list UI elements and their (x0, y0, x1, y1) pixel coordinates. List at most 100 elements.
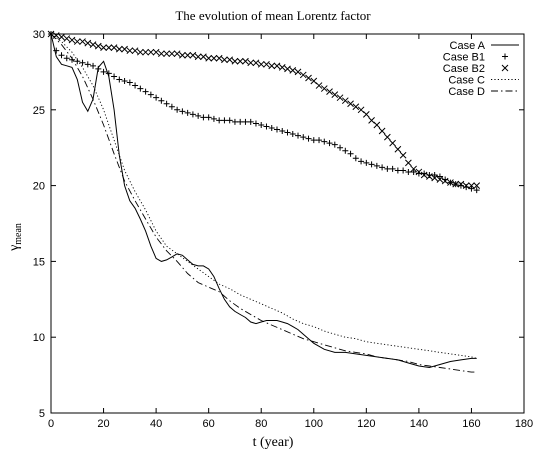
series-4 (50, 33, 477, 359)
data-point (142, 88, 149, 95)
data-point (347, 150, 354, 157)
data-point (321, 138, 328, 145)
x-tick-label: 0 (48, 418, 54, 430)
data-point (457, 180, 465, 188)
x-axis-label: t (year) (253, 435, 294, 450)
data-point (147, 91, 154, 98)
data-point (289, 67, 297, 74)
data-point (63, 55, 70, 62)
data-point (216, 117, 223, 124)
data-point (352, 103, 360, 111)
data-point (200, 114, 207, 121)
data-point (247, 118, 254, 125)
data-point (315, 82, 323, 89)
data-point (111, 73, 118, 80)
data-point (473, 187, 480, 194)
data-point (384, 133, 391, 141)
data-point (237, 118, 244, 125)
data-point (310, 77, 318, 85)
series-layer (47, 30, 481, 373)
y-axis-label: γmean (7, 223, 24, 252)
legend-marker (501, 64, 509, 72)
series-line (50, 33, 477, 369)
data-point (179, 51, 186, 59)
series-1 (50, 33, 477, 369)
data-point (431, 171, 438, 178)
x-tick-label: 160 (462, 418, 480, 430)
data-point (152, 48, 160, 56)
y-tick-label: 5 (39, 408, 45, 420)
x-tick-label: 100 (305, 418, 323, 430)
legend-entry: Case A (450, 40, 519, 52)
y-tick-label: 30 (33, 29, 45, 41)
data-point (263, 60, 270, 68)
data-point (368, 161, 375, 168)
data-point (115, 45, 123, 53)
data-point (389, 165, 396, 172)
data-point (284, 65, 291, 73)
x-tick-label: 140 (410, 418, 428, 430)
legend-entry: Case B2 (443, 63, 509, 75)
legend-entry: Case C (448, 75, 519, 87)
data-point (100, 68, 107, 75)
data-point (184, 51, 191, 59)
data-point (73, 38, 81, 45)
data-point (100, 44, 107, 51)
data-point (284, 129, 291, 136)
data-point (273, 62, 281, 70)
data-point (300, 134, 307, 141)
data-point (221, 117, 228, 124)
series-3 (47, 30, 481, 189)
data-point (58, 33, 65, 41)
data-point (394, 167, 401, 174)
data-point (436, 176, 444, 183)
data-point (316, 137, 323, 144)
data-point (405, 159, 412, 167)
data-point (462, 182, 470, 189)
data-point (357, 106, 365, 114)
y-tick-label: 20 (33, 181, 45, 193)
data-point (189, 51, 197, 59)
data-point (268, 124, 275, 131)
data-point (74, 58, 81, 65)
data-point (273, 126, 280, 133)
data-point (84, 39, 92, 47)
data-point (137, 85, 144, 92)
data-point (68, 36, 76, 44)
data-point (210, 115, 217, 122)
data-point (341, 97, 349, 105)
data-point (420, 171, 428, 179)
data-point (158, 50, 165, 58)
data-point (58, 52, 65, 59)
data-point (258, 121, 265, 128)
data-point (121, 77, 128, 84)
data-point (358, 158, 365, 165)
series-line (50, 33, 477, 359)
data-point (410, 165, 417, 173)
data-point (468, 182, 475, 189)
data-point (236, 57, 244, 65)
x-tick-label: 120 (357, 418, 375, 430)
data-point (310, 137, 317, 144)
data-point (379, 164, 386, 171)
data-point (289, 131, 296, 138)
data-point (389, 139, 396, 147)
legend-label: Case C (448, 75, 485, 87)
data-point (210, 54, 218, 62)
data-point (174, 106, 181, 113)
data-point (53, 47, 60, 54)
data-point (336, 94, 344, 102)
series-2 (48, 31, 480, 194)
data-point (400, 167, 407, 174)
y-tick-label: 15 (33, 256, 45, 268)
data-point (231, 118, 238, 125)
data-point (231, 57, 239, 65)
x-tick-label: 60 (203, 418, 215, 430)
series-5 (50, 33, 477, 373)
y-axis-label-main: γ (7, 245, 22, 252)
data-point (305, 74, 312, 82)
data-point (326, 140, 333, 147)
data-point (131, 47, 139, 55)
data-point (295, 132, 302, 139)
